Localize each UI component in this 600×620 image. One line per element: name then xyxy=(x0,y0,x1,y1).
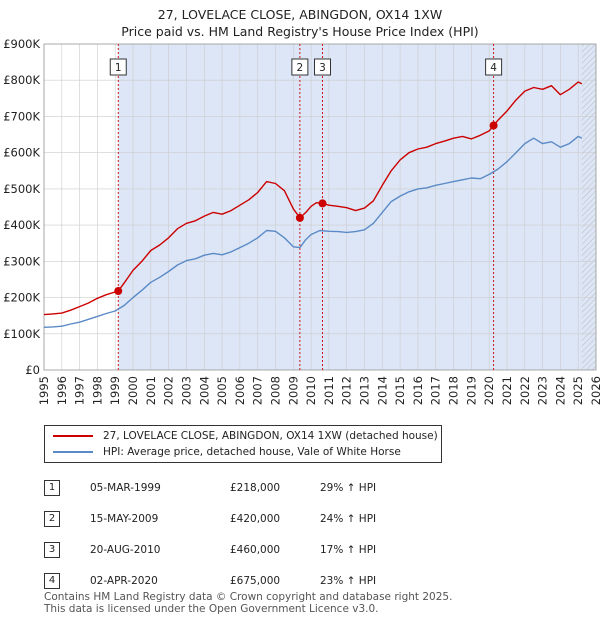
x-tick-label: 2024 xyxy=(553,376,567,405)
x-tick-label: 2025 xyxy=(571,376,585,405)
sale-number-badge: 2 xyxy=(44,510,60,527)
sale-marker-box xyxy=(109,58,127,76)
sale-number-badge: 1 xyxy=(44,479,60,496)
x-tick-label: 2000 xyxy=(126,376,140,405)
x-tick-label: 1995 xyxy=(37,376,51,405)
footer-attribution: Contains HM Land Registry data © Crown c… xyxy=(44,591,452,615)
x-tick-label: 2007 xyxy=(251,376,265,405)
sale-date: 15-MAY-2009 xyxy=(90,512,159,525)
footer-line-licence: This data is licensed under the Open Gov… xyxy=(44,603,379,615)
x-tick-label: 2021 xyxy=(500,376,514,405)
x-tick-label: 2012 xyxy=(340,376,354,405)
x-tick-label: 2011 xyxy=(322,376,336,405)
x-tick-label: 2009 xyxy=(286,376,300,405)
sale-price: £218,000 xyxy=(230,481,281,494)
x-tick-label: 2026 xyxy=(589,376,600,405)
x-tick-label: 2016 xyxy=(411,376,425,405)
sale-date: 02-APR-2020 xyxy=(90,574,158,587)
legend-label-hpi: HPI: Average price, detached house, Vale… xyxy=(103,446,401,458)
y-tick-label: £200K xyxy=(3,291,40,305)
legend-item-hpi: HPI: Average price, detached house, Vale… xyxy=(53,444,401,460)
chart-title: 27, LOVELACE CLOSE, ABINGDON, OX14 1XW xyxy=(157,7,443,22)
legend-item-property: 27, LOVELACE CLOSE, ABINGDON, OX14 1XW (… xyxy=(53,428,438,444)
x-tick-label: 2020 xyxy=(482,376,496,405)
x-tick-label: 1997 xyxy=(73,376,87,405)
x-tick-label: 2006 xyxy=(233,376,247,405)
hpi-line xyxy=(43,135,583,328)
projection-hatched-region xyxy=(581,44,596,370)
sale-hpi-change: 23% ↑ HPI xyxy=(320,574,377,587)
x-tick-label: 2008 xyxy=(268,376,282,405)
x-tick-label: 2002 xyxy=(162,376,176,405)
x-tick-label: 2013 xyxy=(358,376,372,405)
x-tick-label: 2018 xyxy=(447,376,461,405)
x-tick-label: 2017 xyxy=(429,376,443,405)
y-tick-label: £400K xyxy=(3,218,40,232)
sale-marker-label: 1 xyxy=(115,62,122,74)
price-chart: £0 £100K £200K £300K £400K £500K £600K £700K £80… xyxy=(3,37,600,405)
sale-point xyxy=(489,121,498,130)
y-tick-label: £800K xyxy=(3,73,40,87)
sale-hpi-change: 17% ↑ HPI xyxy=(320,543,377,556)
y-tick-label: £900K xyxy=(3,37,40,51)
legend-swatch-property xyxy=(53,435,93,437)
sale-date: 20-AUG-2010 xyxy=(90,543,161,556)
x-tick-label: 2010 xyxy=(304,376,318,405)
sale-point xyxy=(114,287,123,296)
x-tick-label: 2014 xyxy=(375,376,389,405)
chart-subtitle: Price paid vs. HM Land Registry's House … xyxy=(121,24,479,39)
legend-label-property: 27, LOVELACE CLOSE, ABINGDON, OX14 1XW (… xyxy=(103,430,438,442)
table-row: 1 05-MAR-1999 £218,000 29% ↑ HPI xyxy=(44,472,376,503)
x-tick-label: 2005 xyxy=(215,376,229,405)
y-tick-label: £0 xyxy=(25,363,40,377)
y-tick-label: £500K xyxy=(3,182,40,196)
table-row: 4 02-APR-2020 £675,000 23% ↑ HPI xyxy=(44,565,376,596)
legend: 27, LOVELACE CLOSE, ABINGDON, OX14 1XW (… xyxy=(44,425,442,463)
sale-hpi-change: 29% ↑ HPI xyxy=(320,481,377,494)
sale-marker-box xyxy=(291,58,309,76)
y-tick-label: £100K xyxy=(3,327,40,341)
legend-swatch-hpi xyxy=(53,451,93,453)
y-tick-label: £700K xyxy=(3,109,40,123)
y-tick-label: £600K xyxy=(3,146,40,160)
sale-price: £460,000 xyxy=(230,543,281,556)
plot-frame xyxy=(43,43,597,371)
sale-price: £420,000 xyxy=(230,512,281,525)
x-tick-label: 2001 xyxy=(144,376,158,405)
sale-marker-label: 3 xyxy=(319,62,326,74)
ownership-shaded-region xyxy=(118,44,597,370)
x-tick-label: 2003 xyxy=(179,376,193,405)
table-row: 2 15-MAY-2009 £420,000 24% ↑ HPI xyxy=(44,503,376,534)
x-tick-label: 1998 xyxy=(90,376,104,405)
sale-price: £675,000 xyxy=(230,574,281,587)
sales-table: 1 05-MAR-1999 £218,000 29% ↑ HPI 2 15-MA… xyxy=(44,472,376,596)
sale-number-badge: 4 xyxy=(44,572,60,589)
x-tick-label: 2015 xyxy=(393,376,407,405)
x-tick-label: 2023 xyxy=(536,376,550,405)
table-row: 3 20-AUG-2010 £460,000 17% ↑ HPI xyxy=(44,534,376,565)
footer-line-copyright: Contains HM Land Registry data © Crown c… xyxy=(44,591,453,603)
x-tick-label: 1999 xyxy=(108,376,122,405)
x-tick-label: 2004 xyxy=(197,376,211,405)
sale-marker-label: 2 xyxy=(297,62,304,74)
sale-number-badge: 3 xyxy=(44,541,60,558)
sale-point xyxy=(295,213,304,222)
x-tick-label: 2019 xyxy=(464,376,478,405)
sale-hpi-change: 24% ↑ HPI xyxy=(320,512,377,525)
sale-point xyxy=(318,199,327,208)
y-tick-label: £300K xyxy=(3,254,40,268)
sale-marker-label: 4 xyxy=(490,62,497,74)
sale-marker-box xyxy=(485,58,503,76)
x-tick-label: 1996 xyxy=(55,376,69,405)
sale-date: 05-MAR-1999 xyxy=(90,481,161,494)
sale-marker-box xyxy=(313,58,331,76)
x-tick-label: 2022 xyxy=(518,376,532,405)
